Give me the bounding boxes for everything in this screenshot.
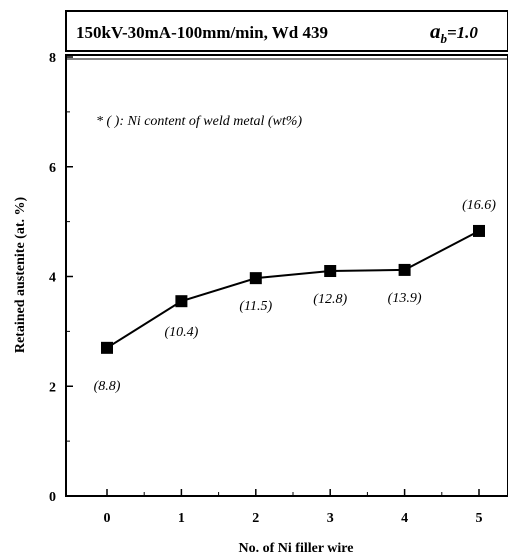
- data-point-marker: [101, 341, 113, 354]
- title-param-value: =1.0: [447, 23, 478, 42]
- series-line: [106, 230, 480, 349]
- x-tick-label: 4: [401, 511, 408, 526]
- x-tick-label: 0: [104, 511, 111, 526]
- data-label: (10.4): [164, 325, 198, 340]
- x-tick-label: 1: [178, 511, 185, 526]
- title-param: ab=1.0: [430, 19, 478, 46]
- data-label: (13.9): [388, 291, 422, 306]
- x-tick-label: 3: [327, 511, 334, 526]
- data-label: (8.8): [94, 379, 121, 394]
- series: (8.8) (10.4) (11.5) (12.8) (13.9) (16.6): [94, 198, 497, 394]
- x-tick-label: 5: [476, 511, 483, 526]
- x-tick-label: 2: [252, 511, 259, 526]
- y-tick-label: 8: [49, 51, 56, 66]
- title-param-symbol: a: [430, 19, 441, 43]
- data-label: (16.6): [462, 198, 496, 213]
- plot-frame: [65, 54, 508, 497]
- data-label: (12.8): [313, 292, 347, 307]
- axes: 0 2 4 6 8 0 1 2 3 4 5: [49, 51, 483, 526]
- title-box: [65, 10, 508, 52]
- note-text: * ( ): Ni content of weld metal (wt%): [96, 114, 302, 129]
- y-tick-label: 6: [49, 161, 56, 176]
- data-point-marker: [175, 295, 188, 308]
- data-point-marker: [324, 265, 337, 278]
- data-point-marker: [473, 224, 485, 237]
- y-tick-label: 0: [49, 490, 56, 505]
- chart-title: 150kV-30mA-100mm/min, Wd 439: [76, 23, 328, 42]
- data-point-marker: [398, 263, 411, 276]
- data-point-marker: [249, 272, 262, 285]
- y-axis-label: Retained austenite (at. %): [13, 197, 28, 354]
- y-tick-label: 4: [49, 271, 56, 286]
- title-param-subscript: b: [441, 31, 448, 46]
- data-label: (11.5): [239, 299, 272, 314]
- y-tick-label: 2: [49, 380, 56, 395]
- x-axis-label: No. of Ni filler wire: [239, 541, 354, 556]
